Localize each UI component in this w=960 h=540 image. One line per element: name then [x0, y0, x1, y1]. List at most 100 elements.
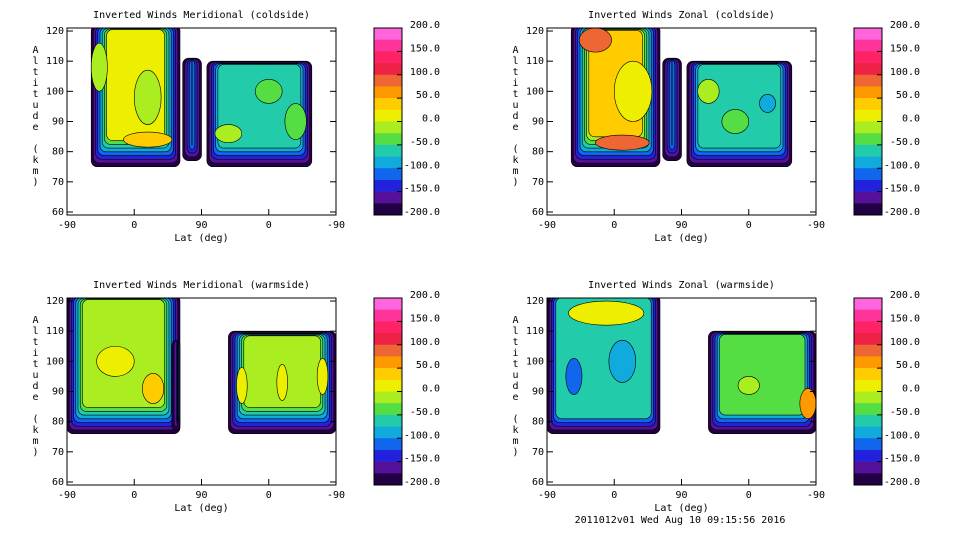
y-tick-label: 80 — [52, 417, 64, 428]
colorbar-band — [854, 191, 882, 204]
y-tick-label: 100 — [526, 356, 544, 367]
x-tick-label: -90 — [807, 490, 825, 501]
x-tick-label: -90 — [538, 490, 556, 501]
contour-region — [719, 334, 806, 416]
contour-region — [578, 28, 612, 53]
colorbar-band — [854, 109, 882, 122]
colorbar-band — [374, 333, 402, 346]
colorbar-band — [854, 379, 882, 392]
colorbar-tick-label: -100.0 — [404, 160, 440, 171]
colorbar-tick-label: -50.0 — [890, 137, 920, 148]
plot-area — [547, 298, 816, 485]
contour-region — [799, 388, 816, 419]
contour-region — [178, 341, 180, 420]
colorbar-tick-label: 150.0 — [890, 313, 920, 324]
colorbar-band — [854, 133, 882, 146]
colorbar-band — [854, 426, 882, 439]
y-tick-label: 90 — [52, 387, 64, 398]
chart-title: Inverted Winds Meridional (coldside) — [93, 10, 310, 21]
colorbar-band — [854, 391, 882, 404]
x-tick-label: 0 — [266, 490, 272, 501]
x-tick-label: -90 — [58, 490, 76, 501]
colorbar-band — [374, 86, 402, 99]
chart-title: Inverted Winds Meridional (warmside) — [93, 280, 310, 291]
colorbar-tick-label: -150.0 — [884, 454, 920, 465]
colorbar-band — [854, 156, 882, 169]
contour-region — [90, 42, 108, 92]
contour-region — [737, 376, 760, 395]
contour-region — [697, 64, 782, 149]
x-tick-label: 0 — [746, 490, 752, 501]
y-axis-label: Altitude (km) — [30, 45, 41, 188]
colorbar-band — [374, 298, 402, 310]
colorbar-tick-label: 200.0 — [410, 290, 440, 301]
colorbar-band — [374, 168, 402, 181]
colorbar-tick-label: -150.0 — [404, 184, 440, 195]
colorbar-band — [374, 403, 402, 416]
colorbar-tick-label: 200.0 — [890, 290, 920, 301]
y-tick-label: 120 — [526, 296, 544, 307]
y-tick-label: 100 — [46, 86, 64, 97]
x-axis-label: Lat (deg) — [174, 503, 228, 514]
colorbar-band — [854, 144, 882, 157]
chart-title: Inverted Winds Zonal (coldside) — [588, 10, 775, 21]
x-tick-label: 0 — [746, 220, 752, 231]
y-tick-label: 70 — [532, 447, 544, 458]
contour-region — [568, 300, 645, 326]
colorbar-tick-label: -200.0 — [884, 207, 920, 218]
y-tick-label: 120 — [46, 26, 64, 37]
plot-area — [547, 28, 816, 215]
y-tick-label: 90 — [532, 117, 544, 128]
footer: 2011012v01 Wed Aug 10 09:15:56 2016 — [575, 515, 786, 526]
x-tick-label: 0 — [131, 220, 137, 231]
contour-region — [671, 60, 673, 147]
colorbar-band — [374, 426, 402, 439]
colorbar-band — [374, 321, 402, 334]
colorbar-band — [374, 309, 402, 322]
colorbar-band — [854, 344, 882, 357]
colorbar-band — [854, 309, 882, 322]
colorbar-tick-label: -100.0 — [884, 430, 920, 441]
chart-title: Inverted Winds Zonal (warmside) — [588, 280, 775, 291]
contour-region — [236, 367, 248, 404]
colorbar-band — [854, 39, 882, 52]
contour-region — [697, 78, 720, 104]
x-tick-label: 90 — [195, 490, 207, 501]
colorbar-tick-label: -150.0 — [884, 184, 920, 195]
colorbar-tick-label: 200.0 — [890, 20, 920, 31]
colorbar-tick-label: 0.0 — [902, 384, 920, 395]
colorbar-band — [374, 414, 402, 427]
contour-region — [176, 341, 178, 424]
colorbar-band — [374, 438, 402, 451]
colorbar-tick-label: 100.0 — [890, 337, 920, 348]
x-axis-label: Lat (deg) — [174, 233, 228, 244]
y-tick-label: 100 — [526, 86, 544, 97]
y-axis-label: Altitude (km) — [30, 315, 41, 458]
colorbar-tick-label: -200.0 — [404, 477, 440, 488]
y-tick-label: 70 — [52, 447, 64, 458]
colorbar-tick-label: -50.0 — [410, 407, 440, 418]
contour-region — [721, 109, 750, 134]
colorbar-band — [374, 461, 402, 474]
colorbar-tick-label: 50.0 — [416, 90, 440, 101]
contour-region — [759, 94, 776, 113]
colorbar-tick-label: -200.0 — [404, 207, 440, 218]
y-tick-label: 70 — [532, 177, 544, 188]
y-axis-label: Altitude (km) — [510, 315, 521, 458]
colorbar-band — [854, 298, 882, 310]
contour-region — [133, 69, 162, 125]
colorbar-tick-label: 100.0 — [410, 67, 440, 78]
y-axis-label: Altitude (km) — [510, 45, 521, 188]
contour-region — [276, 364, 288, 401]
x-tick-label: 90 — [195, 220, 207, 231]
colorbar-tick-label: 150.0 — [890, 43, 920, 54]
colorbar-tick-label: 0.0 — [422, 384, 440, 395]
contour-region — [608, 339, 637, 383]
colorbar-band — [854, 28, 882, 40]
y-tick-label: 70 — [52, 177, 64, 188]
y-tick-label: 110 — [526, 326, 544, 337]
colorbar-tick-label: 100.0 — [890, 67, 920, 78]
colorbar-tick-label: -200.0 — [884, 477, 920, 488]
contour-region — [565, 358, 583, 395]
